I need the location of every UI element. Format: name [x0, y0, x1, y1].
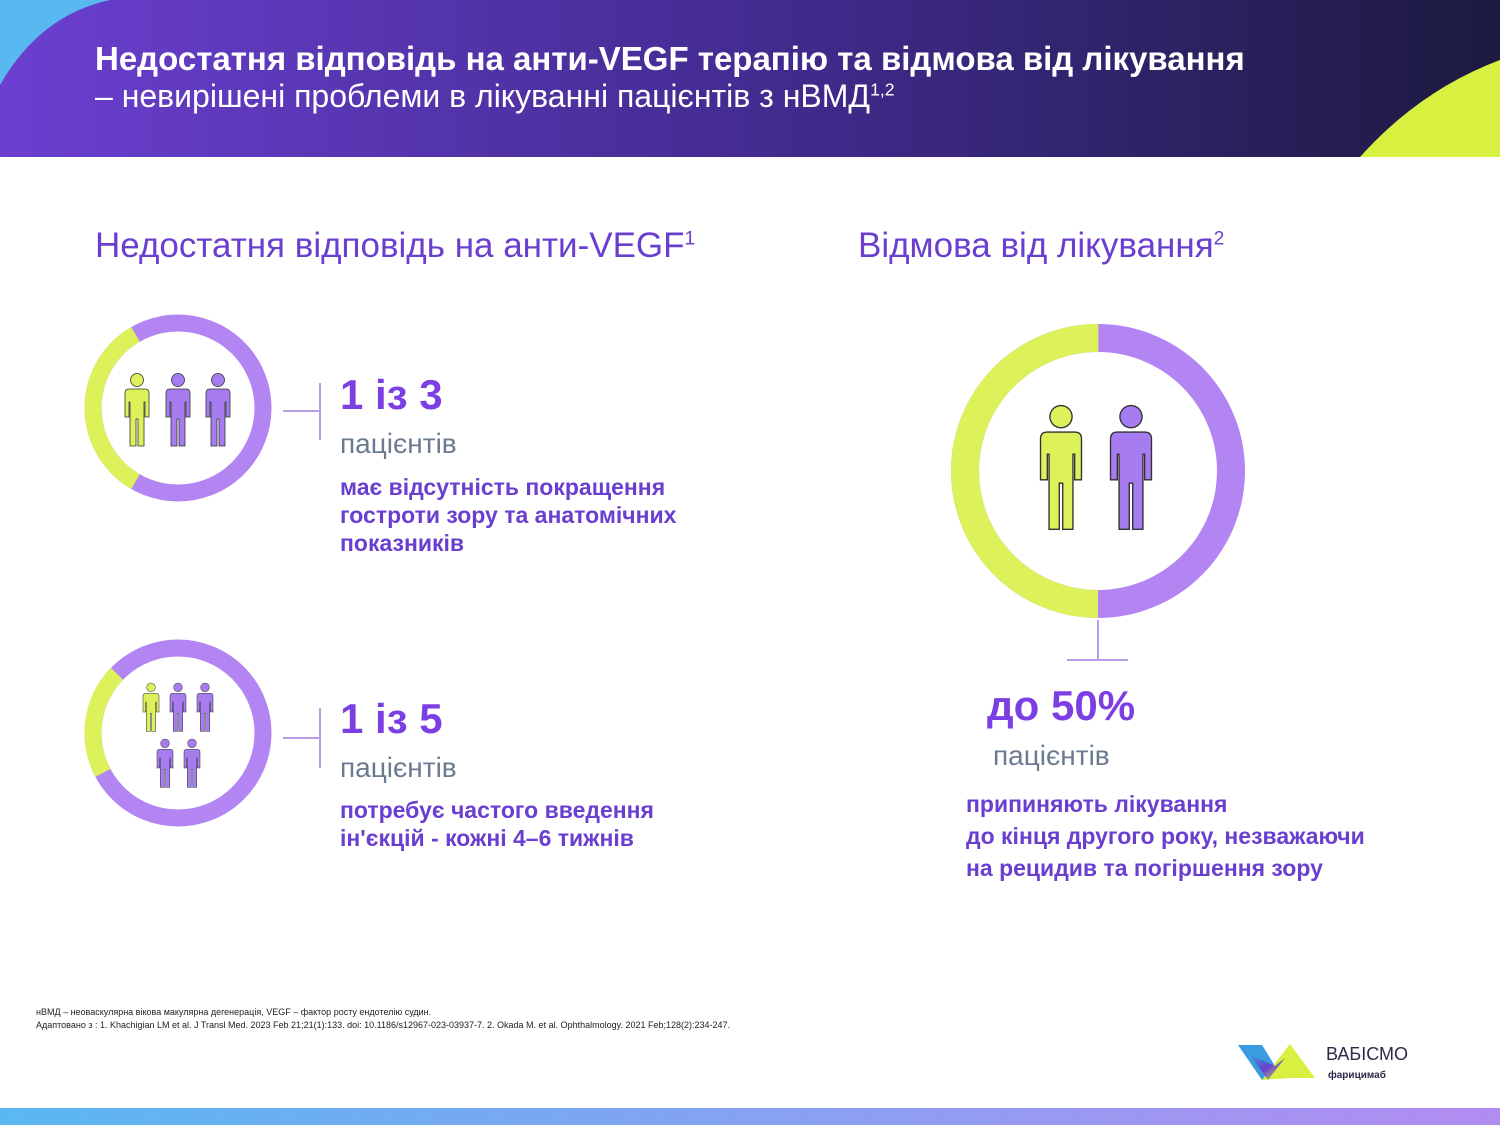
subtitle-text: – невирішені проблеми в лікуванні пацієн…	[95, 78, 871, 114]
text-line: має відсутність покращення	[340, 474, 666, 500]
text-line: гостроти зору та анатомічних	[340, 502, 677, 528]
person-icon	[156, 738, 174, 788]
person-icon	[205, 373, 231, 447]
text-line: на рецидив та погіршення зору	[966, 855, 1323, 881]
section-heading: Відмова від лікування2	[858, 226, 1224, 266]
text-line: ін'єкцій - кожні 4–6 тижнів	[340, 825, 634, 851]
connector	[283, 708, 321, 768]
text-line: припиняють лікування	[966, 791, 1228, 817]
footnote: Адаптовано з : 1. Khachigian LM et al. J…	[36, 1020, 731, 1030]
person-icon	[1039, 404, 1083, 531]
person-icon	[169, 682, 187, 732]
stat-description: потребує частого введення ін'єкцій - кож…	[340, 796, 654, 852]
heading-text: Відмова від лікування	[858, 226, 1214, 265]
subtitle: – невирішені проблеми в лікуванні пацієн…	[95, 78, 895, 115]
heading-text: Недостатня відповідь на анти-VEGF	[95, 226, 685, 265]
stat-description: має відсутність покращення гостроти зору…	[340, 473, 676, 557]
donut-segment	[84, 639, 272, 827]
header-corner	[0, 0, 110, 85]
superscript: 1	[684, 228, 696, 250]
connector	[1067, 620, 1128, 661]
logo-mark	[1250, 1055, 1285, 1080]
stat-unit: пацієнтів	[993, 740, 1110, 771]
stat-description: припиняють лікування до кінця другого ро…	[966, 788, 1365, 884]
stat-value: 1 із 3	[340, 371, 443, 418]
header-band	[0, 0, 1500, 157]
text-line: показників	[340, 530, 465, 556]
text-line: потребує частого введення	[340, 797, 654, 823]
stat-value: 1 із 5	[340, 695, 443, 742]
footnotes: нВМД – неоваскулярна вікова макулярна де…	[36, 1006, 730, 1032]
stat-unit: пацієнтів	[340, 428, 457, 459]
logo-name: ВАБІСМО	[1326, 1044, 1409, 1064]
text-line: до кінця другого року, незважаючи	[966, 823, 1365, 849]
person-icon	[165, 373, 191, 447]
superscript: 2	[1213, 228, 1225, 250]
footer-band	[0, 1108, 1500, 1125]
stat-value: до 50%	[987, 682, 1136, 729]
person-icon	[183, 738, 201, 788]
donut	[84, 639, 272, 827]
logo-mark	[1262, 1044, 1315, 1080]
connector	[283, 383, 321, 440]
stat-unit: пацієнтів	[340, 752, 457, 783]
logo-subtitle: фарицимаб	[1328, 1070, 1386, 1081]
donut-segment	[951, 324, 1245, 618]
person-icon	[124, 373, 150, 447]
title: Недостатня відповідь на анти-VEGF терапі…	[95, 40, 1245, 77]
header-corner	[1360, 60, 1500, 157]
person-icon	[1109, 404, 1153, 531]
person-icon	[142, 682, 160, 732]
donut-segment	[84, 314, 272, 502]
footnote: нВМД – неоваскулярна вікова макулярна де…	[36, 1007, 432, 1017]
superscript: 1,2	[870, 79, 895, 100]
section-heading: Недостатня відповідь на анти-VEGF1	[95, 226, 695, 266]
person-icon	[196, 682, 214, 732]
